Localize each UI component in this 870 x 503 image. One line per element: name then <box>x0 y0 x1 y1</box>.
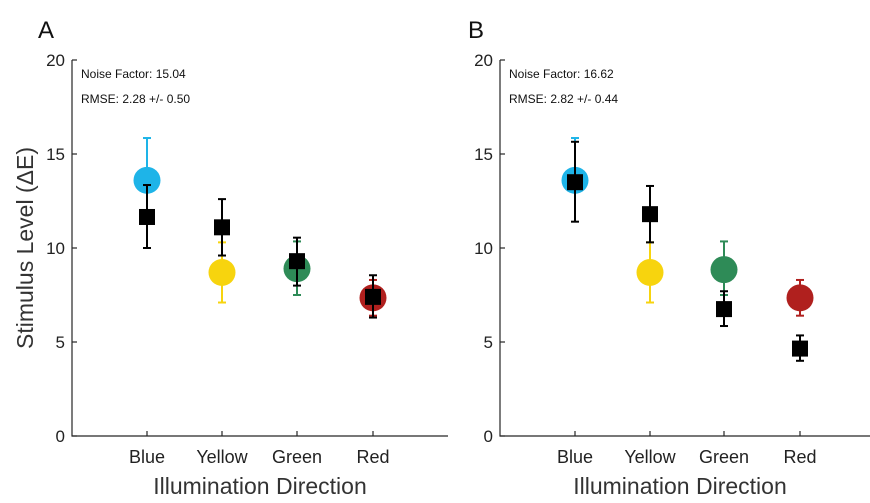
panel-a: A 0 5 10 15 20 Blue Yellow Green Red Illumination … <box>12 17 448 499</box>
rmse-label: RMSE: 2.28 +/- 0.50 <box>81 92 190 106</box>
y-tick-label: 20 <box>46 51 65 70</box>
data-point-circle <box>636 258 664 286</box>
y-tick-label: 15 <box>474 145 493 164</box>
x-tick-label: Green <box>272 447 322 467</box>
data-point-square <box>642 206 658 223</box>
noise-factor-label: Noise Factor: 16.62 <box>509 67 614 81</box>
noise-factor-label: Noise Factor: 15.04 <box>81 67 186 81</box>
data-point-circle <box>208 258 236 286</box>
data-point-circle <box>786 284 814 312</box>
x-tick-label: Yellow <box>196 447 248 467</box>
x-tick-label: Blue <box>129 447 165 467</box>
panel-letter: B <box>468 17 484 44</box>
y-tick-label: 10 <box>46 239 65 258</box>
y-tick-label: 20 <box>474 51 493 70</box>
series-squares <box>139 184 381 319</box>
x-tick-label: Yellow <box>624 447 676 467</box>
data-point-circle <box>710 256 738 284</box>
series-circles <box>561 137 814 317</box>
data-point-square <box>214 219 230 236</box>
panel-b: B 0 5 10 15 20 Blue Yellow Green Red Illumination … <box>468 17 870 499</box>
axes-frame <box>71 60 448 437</box>
x-axis-title: Illumination Direction <box>573 473 786 498</box>
data-point-square <box>716 301 732 318</box>
y-tick-label: 0 <box>484 427 493 446</box>
y-axis-title: Stimulus Level (ΔE) <box>12 147 38 349</box>
data-point-square <box>289 253 305 270</box>
data-point-square <box>792 340 808 357</box>
x-axis-title: Illumination Direction <box>153 473 366 498</box>
data-point-square <box>567 174 583 191</box>
y-tick-label: 15 <box>46 145 65 164</box>
axes-frame <box>499 60 870 437</box>
x-tick-label: Blue <box>557 447 593 467</box>
data-point-square <box>365 288 381 305</box>
series-circles <box>133 137 387 317</box>
panel-letter: A <box>38 17 54 44</box>
y-tick-label: 10 <box>474 239 493 258</box>
data-point-square <box>139 208 155 225</box>
rmse-label: RMSE: 2.82 +/- 0.44 <box>509 92 618 106</box>
y-tick-label: 5 <box>484 333 493 352</box>
y-tick-label: 0 <box>56 427 65 446</box>
series-squares <box>567 140 808 362</box>
y-tick-label: 5 <box>56 333 65 352</box>
x-tick-label: Red <box>356 447 389 467</box>
x-tick-label: Red <box>783 447 816 467</box>
x-tick-label: Green <box>699 447 749 467</box>
data-point-circle <box>133 166 161 194</box>
